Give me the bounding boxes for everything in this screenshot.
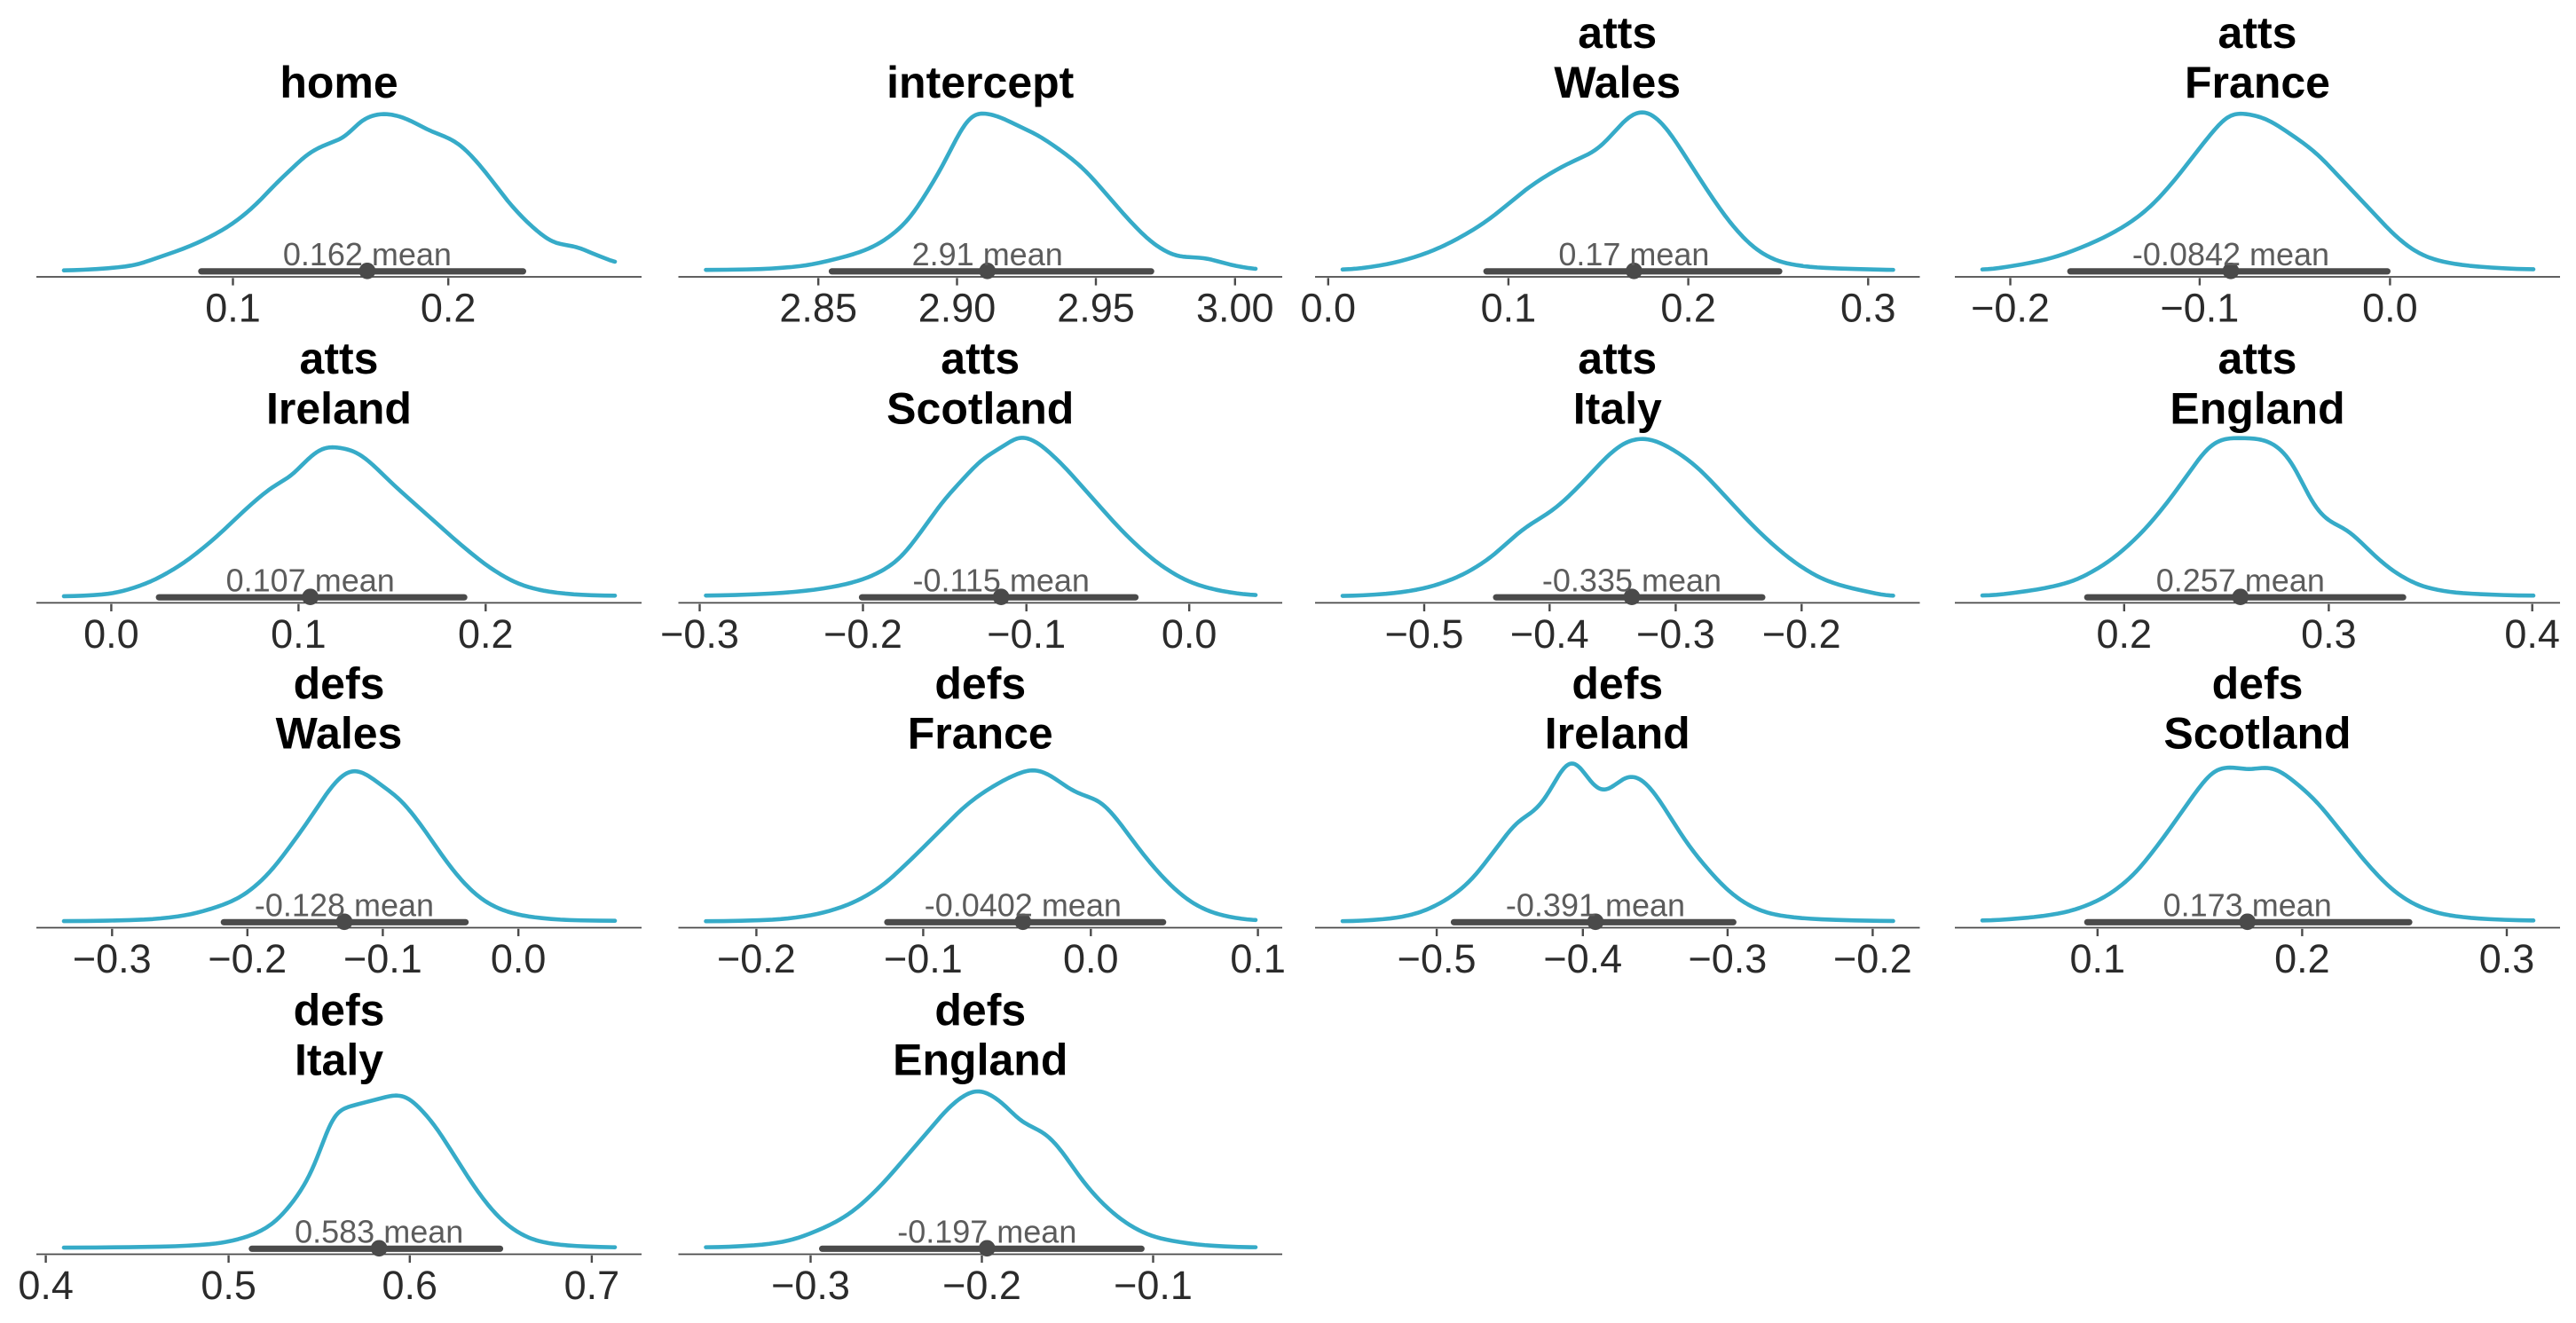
svg-text:−0.2: −0.2 <box>942 1263 1021 1308</box>
svg-text:intercept: intercept <box>886 58 1075 107</box>
svg-text:atts: atts <box>941 334 1020 383</box>
svg-text:−0.1: −0.1 <box>2160 285 2239 330</box>
svg-text:0.4: 0.4 <box>18 1263 74 1308</box>
svg-text:0.0: 0.0 <box>1063 936 1119 981</box>
svg-text:0.1: 0.1 <box>1481 285 1537 330</box>
svg-text:home: home <box>280 58 398 107</box>
svg-text:defs: defs <box>294 658 385 708</box>
svg-text:0.2: 0.2 <box>458 611 514 657</box>
svg-text:−0.2: −0.2 <box>1762 611 1841 657</box>
svg-text:−0.2: −0.2 <box>1833 936 1912 981</box>
svg-text:England: England <box>893 1036 1067 1085</box>
svg-text:−0.2: −0.2 <box>823 611 902 657</box>
svg-text:defs: defs <box>934 985 1026 1035</box>
svg-text:3.00: 3.00 <box>1196 285 1274 330</box>
svg-text:0.4: 0.4 <box>2504 611 2560 657</box>
svg-text:atts: atts <box>300 334 379 383</box>
svg-text:Wales: Wales <box>1554 58 1681 107</box>
svg-text:Ireland: Ireland <box>266 384 412 434</box>
svg-text:0.583 mean: 0.583 mean <box>295 1214 463 1250</box>
svg-text:−0.2: −0.2 <box>208 936 287 981</box>
svg-text:atts: atts <box>2218 334 2297 383</box>
svg-text:-0.0842 mean: -0.0842 mean <box>2132 236 2329 272</box>
svg-text:0.1: 0.1 <box>1230 936 1286 981</box>
svg-text:0.3: 0.3 <box>2479 936 2535 981</box>
svg-text:0.7: 0.7 <box>564 1263 620 1308</box>
svg-text:Wales: Wales <box>276 709 403 759</box>
svg-text:0.3: 0.3 <box>1840 285 1896 330</box>
svg-text:0.6: 0.6 <box>382 1263 438 1308</box>
svg-text:Ireland: Ireland <box>1545 709 1690 759</box>
svg-text:−0.3: −0.3 <box>73 936 152 981</box>
svg-text:-0.115 mean: -0.115 mean <box>912 562 1089 598</box>
svg-text:-0.335 mean: -0.335 mean <box>1542 562 1721 598</box>
svg-text:2.91 mean: 2.91 mean <box>912 236 1063 272</box>
svg-text:−0.3: −0.3 <box>660 611 739 657</box>
svg-text:0.5: 0.5 <box>201 1263 256 1308</box>
svg-text:defs: defs <box>2212 658 2304 708</box>
svg-text:atts: atts <box>1578 8 1657 58</box>
svg-text:atts: atts <box>1578 334 1657 383</box>
svg-text:Scotland: Scotland <box>886 384 1074 434</box>
svg-text:defs: defs <box>1572 658 1663 708</box>
svg-text:0.17 mean: 0.17 mean <box>1558 236 1709 272</box>
svg-text:-0.391 mean: -0.391 mean <box>1506 887 1685 924</box>
svg-text:−0.1: −0.1 <box>884 936 963 981</box>
svg-text:2.95: 2.95 <box>1057 285 1135 330</box>
svg-text:atts: atts <box>2218 8 2297 58</box>
svg-text:0.0: 0.0 <box>491 936 547 981</box>
svg-text:Scotland: Scotland <box>2163 709 2351 759</box>
svg-text:France: France <box>908 709 1053 759</box>
svg-text:−0.5: −0.5 <box>1385 611 1464 657</box>
svg-text:England: England <box>2170 384 2344 434</box>
svg-text:-0.128 mean: -0.128 mean <box>255 887 434 924</box>
svg-text:0.0: 0.0 <box>1162 611 1217 657</box>
svg-text:0.1: 0.1 <box>271 611 327 657</box>
svg-text:0.2: 0.2 <box>421 285 477 330</box>
svg-text:Italy: Italy <box>1573 384 1662 434</box>
svg-text:defs: defs <box>934 658 1026 708</box>
svg-text:0.3: 0.3 <box>2301 611 2357 657</box>
svg-text:0.0: 0.0 <box>2362 285 2418 330</box>
svg-text:0.1: 0.1 <box>205 285 261 330</box>
svg-text:−0.1: −0.1 <box>987 611 1066 657</box>
svg-text:Italy: Italy <box>295 1036 383 1085</box>
svg-text:0.2: 0.2 <box>1660 285 1716 330</box>
svg-text:0.173 mean: 0.173 mean <box>2163 887 2332 924</box>
svg-text:France: France <box>2185 58 2330 107</box>
svg-text:-0.197 mean: -0.197 mean <box>897 1214 1076 1250</box>
svg-text:0.2: 0.2 <box>2097 611 2153 657</box>
svg-text:−0.1: −0.1 <box>343 936 422 981</box>
svg-text:−0.3: −0.3 <box>1636 611 1715 657</box>
svg-text:0.257 mean: 0.257 mean <box>2156 562 2325 598</box>
svg-text:2.90: 2.90 <box>918 285 997 330</box>
svg-text:0.1: 0.1 <box>2070 936 2126 981</box>
svg-text:−0.5: −0.5 <box>1398 936 1477 981</box>
svg-text:0.162 mean: 0.162 mean <box>283 236 452 272</box>
svg-text:−0.2: −0.2 <box>1971 285 2050 330</box>
svg-text:−0.4: −0.4 <box>1543 936 1622 981</box>
svg-text:−0.4: −0.4 <box>1510 611 1589 657</box>
svg-text:0.0: 0.0 <box>83 611 139 657</box>
svg-text:-0.0402 mean: -0.0402 mean <box>925 887 1122 924</box>
svg-text:−0.3: −0.3 <box>771 1263 850 1308</box>
svg-text:0.2: 0.2 <box>2274 936 2330 981</box>
svg-text:−0.2: −0.2 <box>717 936 796 981</box>
svg-text:−0.1: −0.1 <box>1114 1263 1193 1308</box>
svg-text:0.107 mean: 0.107 mean <box>226 562 395 598</box>
svg-text:0.0: 0.0 <box>1301 285 1357 330</box>
svg-text:2.85: 2.85 <box>779 285 857 330</box>
svg-text:−0.3: −0.3 <box>1688 936 1767 981</box>
svg-text:defs: defs <box>294 985 385 1035</box>
